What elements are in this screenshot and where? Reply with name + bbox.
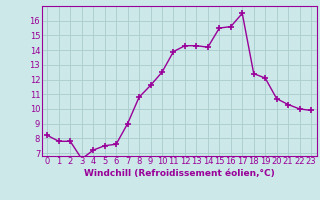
X-axis label: Windchill (Refroidissement éolien,°C): Windchill (Refroidissement éolien,°C) <box>84 169 275 178</box>
